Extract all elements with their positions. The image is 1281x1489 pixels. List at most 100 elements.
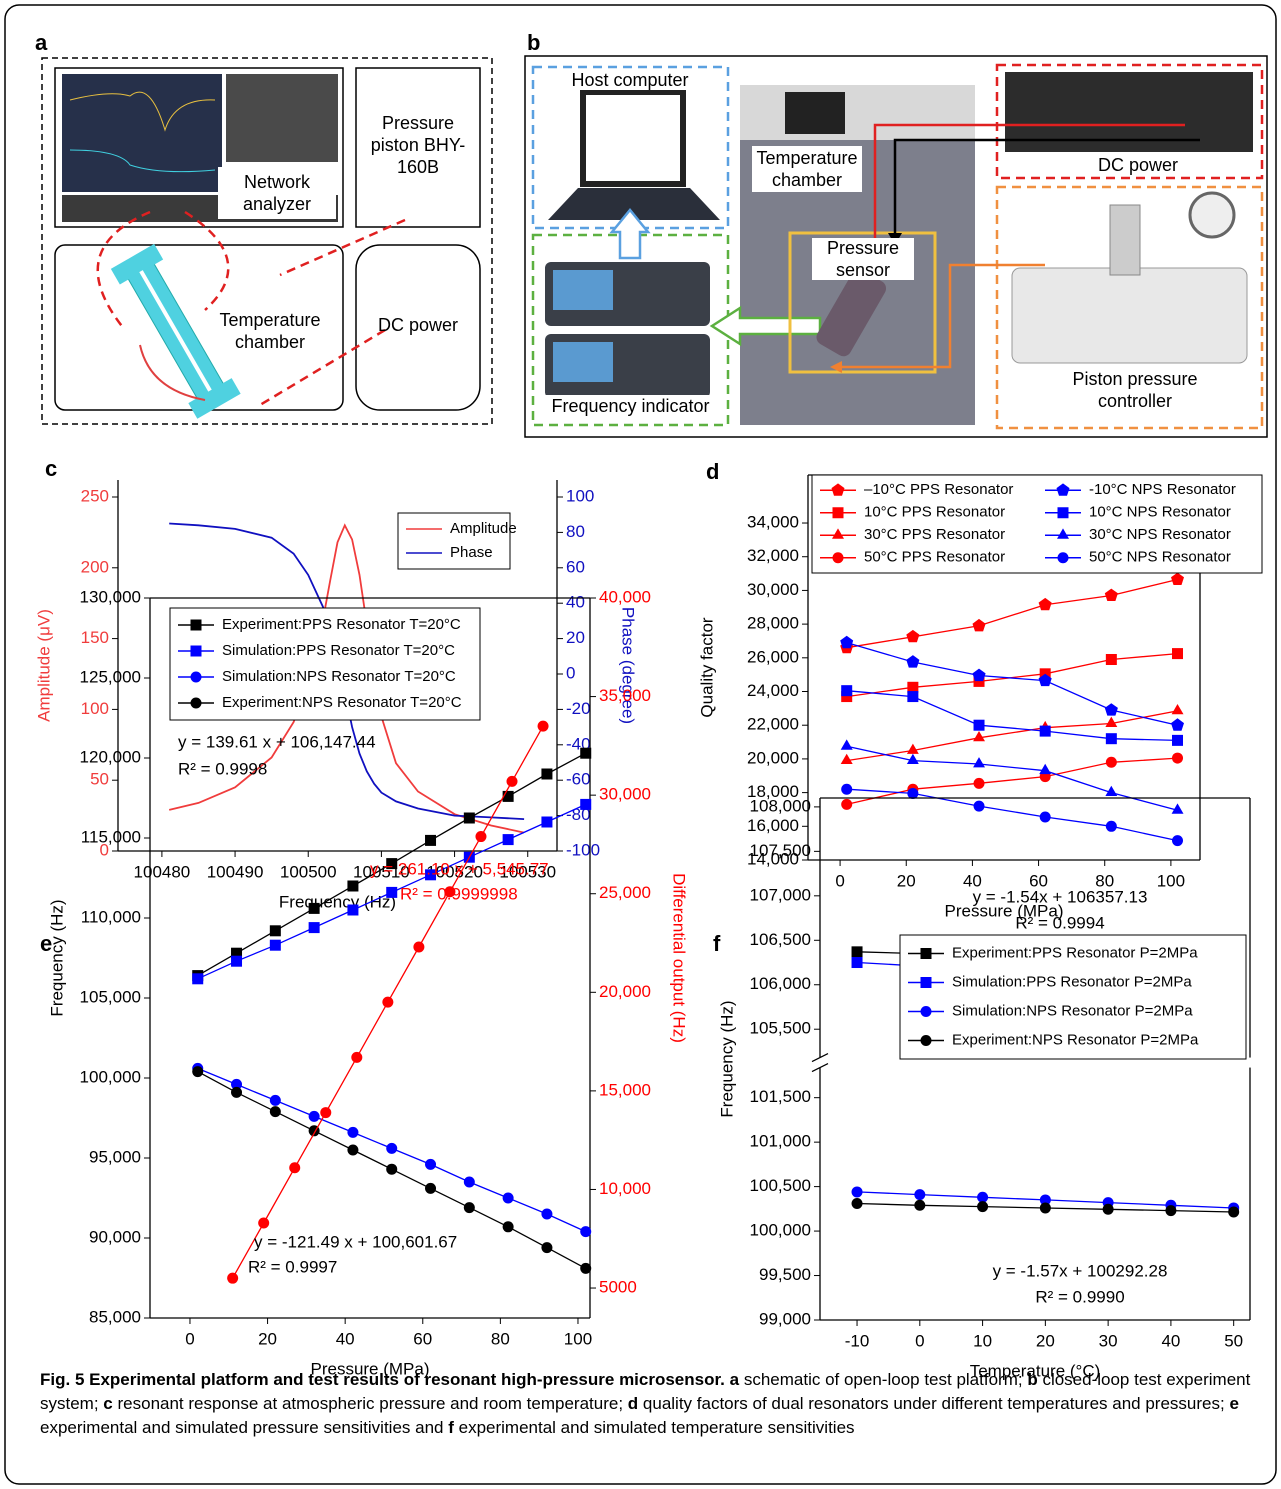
- caption-part: d: [628, 1394, 638, 1413]
- y-tick-label: 250: [81, 486, 109, 505]
- data-point: [309, 903, 320, 914]
- pressure-gauge: [1190, 193, 1234, 237]
- annotation: y = 139.61 x + 106,147.44: [178, 732, 376, 751]
- piston-controller: [1012, 268, 1247, 363]
- component-label: Frequency indicator: [538, 395, 723, 417]
- data-point: [270, 925, 281, 936]
- data-point: [1105, 703, 1118, 715]
- counter-screen: [553, 270, 613, 310]
- data-point: [507, 776, 518, 787]
- data-point: [580, 748, 591, 759]
- legend-label: Experiment:PPS Resonator T=20°C: [222, 616, 461, 633]
- x-tick-label: 20: [258, 1329, 277, 1348]
- y-tick-label: 107,500: [750, 841, 811, 860]
- data-point: [974, 801, 985, 812]
- y-tick-label: 100,500: [750, 1176, 811, 1195]
- panel-letter: c: [45, 456, 57, 481]
- figure-caption: Fig. 5 Experimental platform and test re…: [40, 1368, 1255, 1440]
- legend-label: Simulation:PPS Resonator P=2MPa: [952, 973, 1192, 990]
- series-line: [847, 654, 1178, 697]
- y-tick-label: 105,500: [750, 1019, 811, 1038]
- y-axis-label: Amplitude (μV): [34, 609, 53, 722]
- data-point: [538, 721, 549, 732]
- y-tick-label: 101,500: [750, 1087, 811, 1106]
- legend-marker: [191, 646, 202, 657]
- data-point: [907, 744, 919, 754]
- legend-label: Phase: [450, 544, 493, 561]
- counter-screen: [553, 342, 613, 382]
- y-tick-label: 108,000: [750, 796, 811, 815]
- analyzer-screen: [62, 74, 222, 192]
- x-tick-label: 100500: [280, 862, 337, 881]
- y2-tick-label: 40: [566, 593, 585, 612]
- data-point: [386, 1143, 397, 1154]
- data-point: [852, 946, 863, 957]
- legend-label: 10°C NPS Resonator: [1089, 504, 1231, 521]
- data-point: [227, 1273, 238, 1284]
- panel-letter: b: [527, 30, 540, 55]
- x-tick-label: 40: [1161, 1331, 1180, 1350]
- legend-marker: [921, 948, 932, 959]
- legend-label: Simulation:NPS Resonator P=2MPa: [952, 1002, 1193, 1019]
- y-tick-label: 85,000: [89, 1307, 141, 1326]
- data-point: [906, 655, 919, 668]
- data-point: [1171, 573, 1184, 585]
- legend-marker: [921, 977, 932, 988]
- data-point: [1172, 753, 1183, 764]
- y-tick-label: 99,500: [759, 1265, 811, 1284]
- x-tick-label: 100: [564, 1329, 592, 1348]
- data-point: [475, 831, 486, 842]
- data-point: [1039, 764, 1051, 774]
- legend-marker: [191, 698, 202, 709]
- data-point: [1106, 821, 1117, 832]
- data-point: [974, 778, 985, 789]
- y-tick-label: 28,000: [747, 614, 799, 633]
- caption-part: schematic of open-loop test platform;: [744, 1370, 1023, 1389]
- x-tick-label: 40: [336, 1329, 355, 1348]
- panel-letter: d: [706, 459, 719, 484]
- data-point: [231, 956, 242, 967]
- caption-part: experimental and simulated temperature s…: [459, 1418, 855, 1437]
- y-tick-label: 95,000: [89, 1147, 141, 1166]
- caption-part: c: [103, 1394, 112, 1413]
- data-point: [907, 691, 918, 702]
- y-tick-label: 125,000: [80, 667, 141, 686]
- data-point: [906, 630, 919, 642]
- data-point: [1040, 726, 1051, 737]
- data-point: [386, 1164, 397, 1175]
- y-tick-label: 50: [90, 770, 109, 789]
- data-point: [425, 1183, 436, 1194]
- figure-page: a b c100480100490100500100: [0, 0, 1281, 1489]
- x-tick-label: 50: [1224, 1331, 1243, 1350]
- data-point: [309, 922, 320, 933]
- data-point: [580, 1226, 591, 1237]
- y-tick-label: 106,500: [750, 930, 811, 949]
- y-tick-label: 105,000: [80, 987, 141, 1006]
- y2-tick-label: 0: [566, 663, 575, 682]
- legend-marker: [191, 672, 202, 683]
- data-point: [580, 799, 591, 810]
- piston-column: [1110, 205, 1140, 275]
- caption-part: quality factors of dual resonators under…: [643, 1394, 1225, 1413]
- y-tick-label: 107,000: [750, 885, 811, 904]
- data-point: [1106, 654, 1117, 665]
- data-point: [270, 940, 281, 951]
- data-point: [464, 1202, 475, 1213]
- y2-tick-label: 100: [566, 486, 594, 505]
- y-tick-label: 30,000: [747, 580, 799, 599]
- legend-label: –10°C PPS Resonator: [864, 481, 1013, 498]
- legend-label: Experiment:NPS Resonator T=20°C: [222, 694, 462, 711]
- data-point: [1105, 717, 1117, 727]
- y2-tick-label: 10,000: [599, 1179, 651, 1198]
- caption-part: b: [1027, 1370, 1037, 1389]
- y2-tick-label: 15,000: [599, 1080, 651, 1099]
- x-tick-label: 20: [897, 871, 916, 890]
- y-tick-label: 90,000: [89, 1227, 141, 1246]
- y-tick-label: 24,000: [747, 681, 799, 700]
- y-tick-label: 100,000: [80, 1067, 141, 1086]
- data-point: [382, 997, 393, 1008]
- data-point: [1040, 812, 1051, 823]
- legend-label: 10°C PPS Resonator: [864, 504, 1005, 521]
- data-point: [541, 817, 552, 828]
- y-tick-label: 200: [81, 557, 109, 576]
